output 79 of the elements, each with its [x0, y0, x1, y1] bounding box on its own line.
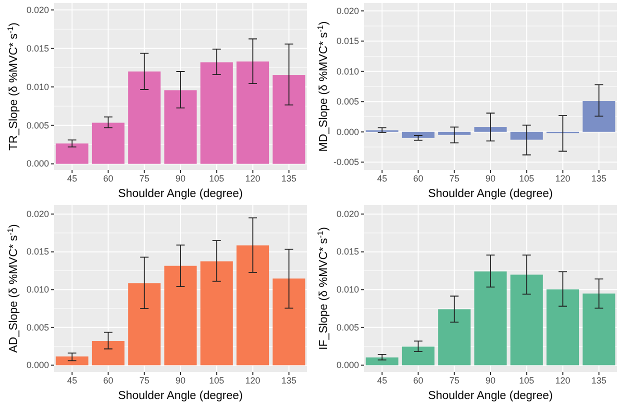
- y-tick-label: 0.000: [26, 158, 49, 169]
- x-tick-label: 105: [209, 375, 224, 386]
- y-tick-label: 0.020: [336, 208, 359, 219]
- y-tick-label: 0.015: [26, 246, 49, 257]
- bar: [92, 341, 124, 366]
- x-tick-label: 75: [139, 173, 150, 184]
- x-tick-label: 90: [175, 375, 186, 386]
- y-tick-label: -0.005: [333, 157, 359, 168]
- x-tick-label: 75: [449, 375, 460, 386]
- bar: [128, 283, 161, 366]
- y-tick-label: 0.000: [336, 126, 359, 137]
- x-tick-label: 120: [245, 173, 260, 184]
- bar: [200, 62, 233, 164]
- x-tick-label: 135: [591, 375, 606, 386]
- bar: [546, 289, 580, 366]
- x-tick-label: 120: [555, 375, 570, 386]
- x-tick-label: 45: [377, 173, 388, 184]
- y-tick-label: 0.005: [336, 96, 359, 107]
- y-tick-label: 0.010: [26, 284, 49, 295]
- x-axis-title: Shoulder Angle (degree): [118, 188, 244, 200]
- y-tick-label: 0.000: [336, 360, 359, 370]
- x-tick-label: 135: [591, 173, 606, 184]
- y-tick-label: 0.005: [336, 322, 359, 332]
- x-tick-label: 45: [377, 375, 388, 386]
- bar: [582, 101, 616, 132]
- y-tick-label: 0.010: [336, 66, 359, 76]
- bar: [582, 294, 616, 366]
- bar: [272, 278, 306, 366]
- y-tick-label: 0.020: [336, 6, 359, 16]
- x-tick-label: 105: [519, 375, 534, 386]
- y-tick-label: 0.005: [26, 120, 49, 130]
- y-tick-label: 0.000: [26, 360, 49, 370]
- x-tick-label: 90: [175, 173, 186, 184]
- y-tick-label: 0.015: [26, 43, 49, 54]
- x-tick-label: 135: [281, 375, 296, 386]
- bar: [474, 127, 507, 132]
- y-tick-label: 0.010: [336, 284, 359, 295]
- bar: [92, 122, 124, 164]
- x-tick-label: 105: [209, 173, 224, 184]
- x-tick-label: 60: [413, 173, 424, 184]
- y-tick-label: 0.015: [336, 36, 359, 46]
- bar: [164, 266, 197, 366]
- x-tick-label: 135: [281, 173, 296, 184]
- x-tick-label: 60: [103, 375, 114, 386]
- bar: [510, 274, 543, 366]
- bar: [200, 261, 233, 366]
- bar: [236, 61, 270, 164]
- x-tick-label: 75: [449, 173, 460, 184]
- bar: [56, 356, 88, 366]
- bar: [272, 75, 306, 164]
- x-tick-label: 75: [139, 375, 150, 386]
- x-tick-label: 105: [519, 173, 534, 184]
- bar: [366, 357, 398, 366]
- x-axis-title: Shoulder Angle (degree): [118, 390, 244, 402]
- y-tick-label: 0.020: [26, 4, 49, 15]
- y-tick-label: 0.005: [26, 322, 49, 332]
- bar: [164, 90, 197, 164]
- bar: [438, 309, 471, 366]
- bar: [510, 132, 543, 140]
- bar: [236, 245, 270, 366]
- x-axis-title: Shoulder Angle (degree): [428, 390, 554, 402]
- y-tick-label: 0.020: [26, 208, 49, 219]
- bar: [474, 271, 507, 366]
- x-tick-label: 60: [103, 173, 114, 184]
- x-tick-label: 45: [67, 173, 78, 184]
- bar: [402, 346, 434, 366]
- x-tick-label: 90: [485, 375, 496, 386]
- bar: [402, 132, 434, 138]
- x-tick-label: 90: [485, 173, 496, 184]
- bar: [128, 71, 161, 164]
- x-tick-label: 45: [67, 375, 78, 386]
- bar: [438, 132, 471, 135]
- x-axis-title: Shoulder Angle (degree): [428, 188, 554, 200]
- x-tick-label: 120: [245, 375, 260, 386]
- y-tick-label: 0.010: [26, 82, 49, 92]
- bar: [56, 143, 88, 164]
- y-tick-label: 0.015: [336, 246, 359, 257]
- x-tick-label: 120: [555, 173, 570, 184]
- x-tick-label: 60: [413, 375, 424, 386]
